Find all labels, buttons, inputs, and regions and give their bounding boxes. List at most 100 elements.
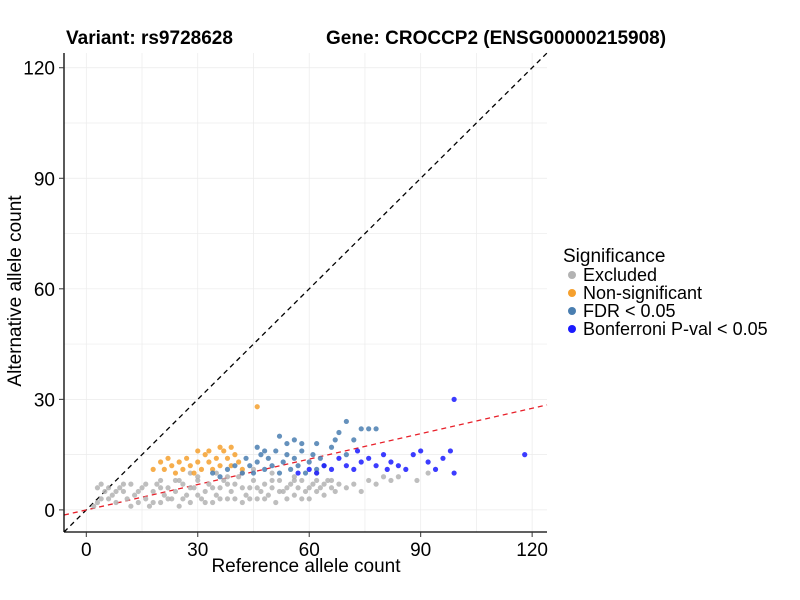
point-excluded [202, 499, 208, 506]
point-excluded [158, 477, 164, 484]
point-fdr-0-05 [291, 455, 297, 461]
point-non-significant [161, 466, 167, 472]
point-excluded [291, 492, 297, 498]
point-non-significant [165, 455, 171, 461]
point-excluded [131, 492, 138, 498]
point-excluded [328, 477, 335, 484]
point-excluded [120, 488, 127, 495]
point-excluded [343, 485, 349, 491]
point-fdr-0-05 [243, 455, 249, 461]
point-bonferroni-p-val-0-05 [522, 452, 528, 458]
point-excluded [310, 481, 316, 487]
point-excluded [232, 481, 238, 487]
legend-key-icon [568, 289, 576, 297]
point-bonferroni-p-val-0-05 [366, 455, 372, 461]
point-fdr-0-05 [332, 437, 338, 443]
point-non-significant [232, 452, 238, 458]
y-tick-label: 120 [23, 59, 55, 80]
point-excluded [150, 488, 156, 495]
point-bonferroni-p-val-0-05 [425, 459, 431, 465]
point-excluded [250, 477, 257, 484]
point-excluded [135, 488, 141, 495]
point-fdr-0-05 [262, 466, 268, 472]
y-axis-ticks: 0 30 60 90 120 [23, 59, 64, 522]
point-fdr-0-05 [280, 459, 286, 465]
point-excluded [243, 492, 249, 498]
point-excluded [291, 477, 297, 484]
point-fdr-0-05 [224, 466, 231, 472]
point-non-significant [180, 466, 186, 472]
point-fdr-0-05 [258, 452, 264, 458]
legend-key-icon [568, 325, 576, 333]
plot-area: 0 30 60 90 120 0 30 60 90 120 [23, 52, 548, 561]
legend-key-icon [568, 271, 576, 279]
point-excluded [276, 477, 283, 484]
point-excluded [213, 492, 219, 498]
point-excluded [314, 488, 320, 495]
point-bonferroni-p-val-0-05 [410, 452, 416, 458]
point-excluded [94, 499, 101, 506]
y-tick-label: 0 [44, 501, 55, 522]
point-excluded [224, 496, 231, 502]
x-tick-label: 0 [81, 540, 92, 561]
point-excluded [191, 485, 197, 491]
point-excluded [280, 488, 286, 495]
point-excluded [295, 485, 301, 491]
point-bonferroni-p-val-0-05 [395, 463, 401, 469]
point-excluded [276, 488, 283, 495]
point-excluded [158, 499, 164, 506]
point-excluded [180, 496, 186, 502]
point-non-significant [228, 463, 234, 469]
point-fdr-0-05 [291, 437, 297, 443]
point-excluded [358, 488, 364, 495]
point-excluded [105, 496, 112, 502]
point-excluded [314, 477, 320, 484]
chart-title-gene: Gene: CROCCP2 (ENSG00000215908) [326, 28, 666, 49]
point-excluded [299, 496, 305, 502]
x-axis-ticks: 0 30 60 90 120 [81, 532, 548, 561]
point-non-significant [239, 466, 245, 472]
point-non-significant [213, 455, 219, 461]
point-bonferroni-p-val-0-05 [343, 463, 349, 469]
point-fdr-0-05 [314, 440, 320, 447]
point-bonferroni-p-val-0-05 [328, 466, 335, 472]
point-fdr-0-05 [336, 429, 342, 436]
point-bonferroni-p-val-0-05 [321, 463, 327, 469]
point-non-significant [176, 459, 182, 465]
point-excluded [239, 499, 245, 506]
point-non-significant [169, 463, 175, 469]
point-excluded [213, 470, 219, 476]
legend-entry: Bonferroni P-val < 0.05 [568, 319, 768, 339]
legend-label: Non-significant [583, 283, 702, 303]
point-fdr-0-05 [250, 470, 257, 476]
point-excluded [247, 485, 253, 491]
point-fdr-0-05 [265, 455, 271, 461]
point-excluded [262, 496, 268, 502]
legend-label: FDR < 0.05 [583, 301, 676, 321]
point-non-significant [217, 444, 223, 450]
point-excluded [187, 485, 193, 491]
point-excluded [187, 499, 193, 506]
point-fdr-0-05 [343, 418, 349, 425]
point-bonferroni-p-val-0-05 [432, 466, 439, 472]
point-bonferroni-p-val-0-05 [306, 466, 312, 472]
point-excluded [187, 470, 193, 476]
point-excluded [258, 488, 264, 495]
point-excluded [113, 499, 119, 506]
point-excluded [128, 503, 134, 509]
point-excluded [306, 496, 312, 502]
point-fdr-0-05 [247, 463, 253, 469]
point-non-significant [210, 466, 216, 472]
point-excluded [336, 481, 342, 487]
point-excluded [195, 477, 201, 484]
point-excluded [247, 496, 253, 502]
point-excluded [224, 481, 231, 487]
point-fdr-0-05 [254, 444, 260, 450]
point-excluded [250, 466, 257, 472]
point-bonferroni-p-val-0-05 [451, 396, 457, 402]
point-excluded [91, 503, 97, 509]
point-fdr-0-05 [269, 463, 275, 469]
x-tick-label: 120 [516, 540, 548, 561]
point-excluded [161, 492, 167, 498]
